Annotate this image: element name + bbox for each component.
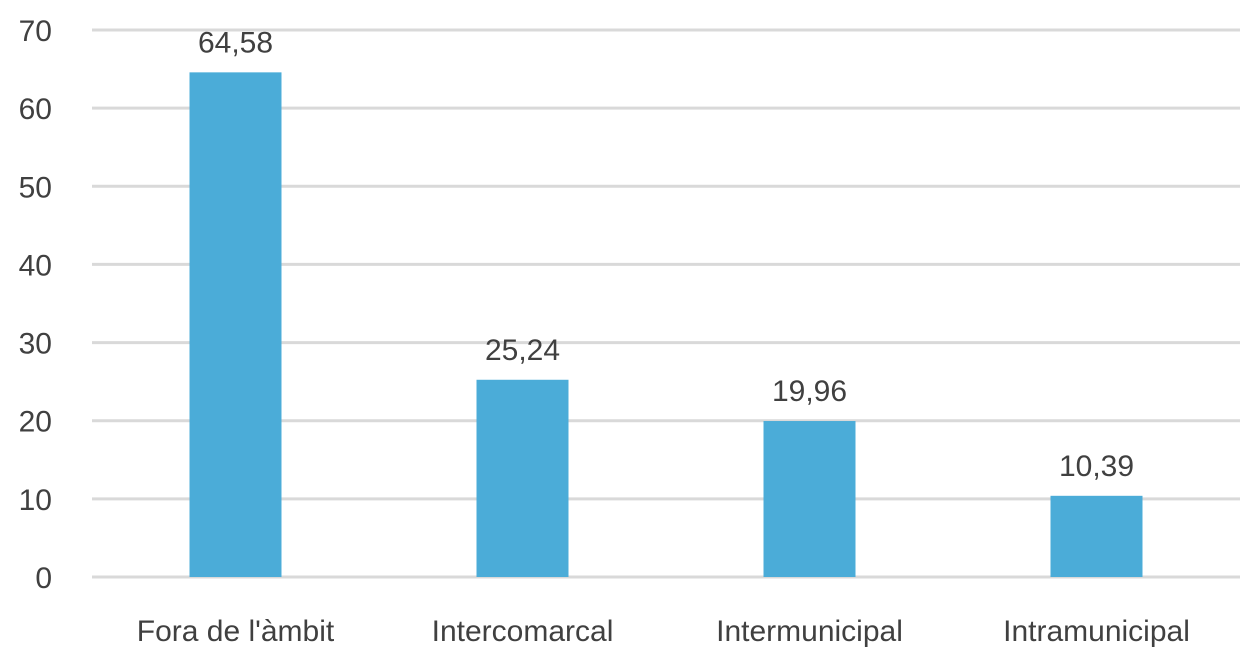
data-label: 19,96	[772, 375, 847, 408]
category-label: Intercomarcal	[432, 615, 614, 648]
y-tick-label: 60	[19, 93, 52, 126]
y-tick-label: 50	[19, 171, 52, 204]
bar	[476, 379, 569, 577]
data-labels: 64,58 25,24 19,96 10,39	[198, 26, 1134, 482]
y-tick-label: 40	[19, 249, 52, 282]
y-axis-tick-labels: 0 10 20 30 40 50 60 70	[19, 15, 52, 595]
category-label: Intermunicipal	[716, 615, 903, 648]
data-label: 64,58	[198, 26, 273, 59]
x-axis-category-labels: Fora de l'àmbit Intercomarcal Intermunicip…	[137, 615, 1190, 648]
bar	[1050, 495, 1143, 577]
bar-series	[189, 72, 1143, 578]
y-tick-label: 20	[19, 406, 52, 439]
data-label: 25,24	[485, 334, 560, 367]
category-label: Intramunicipal	[1003, 615, 1190, 648]
data-label: 10,39	[1059, 450, 1134, 483]
bar	[763, 421, 856, 577]
y-tick-label: 70	[19, 15, 52, 48]
grid-layer	[92, 28, 1240, 579]
category-label: Fora de l'àmbit	[137, 615, 335, 648]
y-tick-label: 10	[19, 484, 52, 517]
y-tick-label: 0	[35, 562, 52, 595]
y-tick-label: 30	[19, 328, 52, 361]
bar	[189, 72, 282, 578]
